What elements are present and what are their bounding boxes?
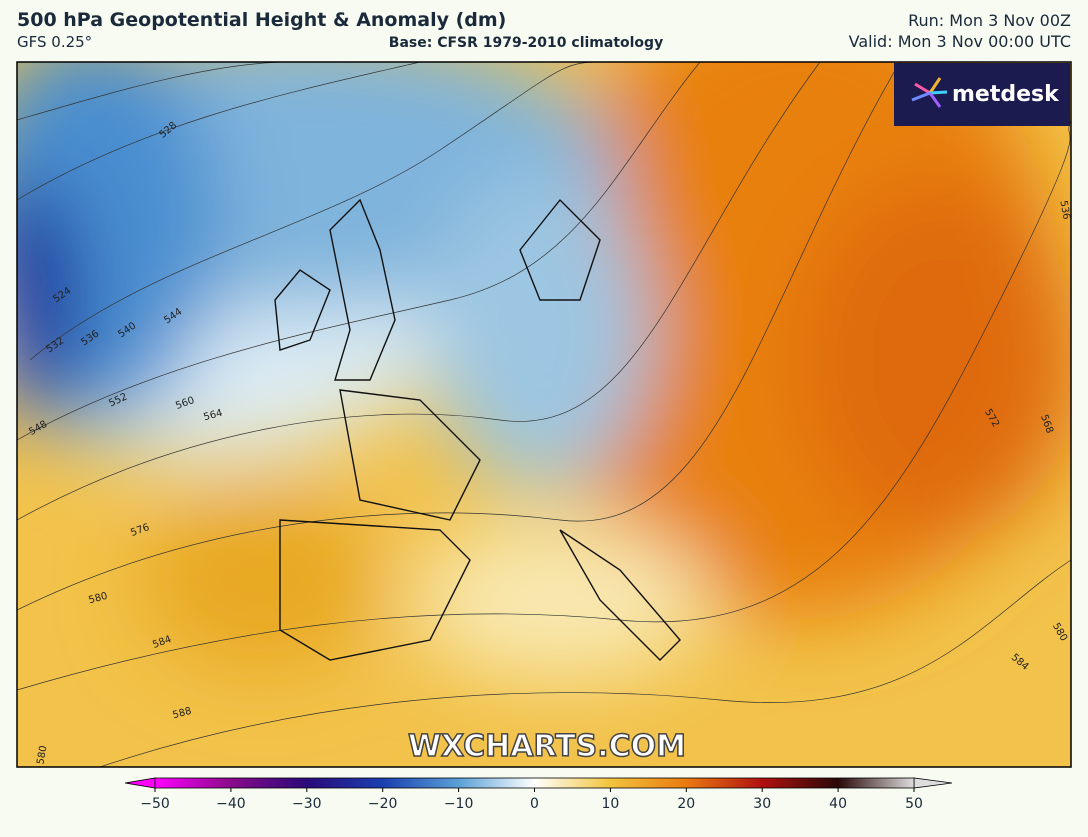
contours: [17, 62, 1071, 767]
title: 500 hPa Geopotential Height & Anomaly (d…: [17, 9, 506, 31]
contour-label: 536: [1057, 200, 1071, 221]
valid: Valid: Mon 3 Nov 00:00 UTC: [849, 32, 1071, 51]
base: Base: CFSR 1979-2010 climatology: [389, 35, 663, 51]
model: GFS 0.25°: [17, 33, 92, 51]
map-frame: [16, 61, 1072, 768]
run: Run: Mon 3 Nov 00Z: [908, 11, 1071, 30]
contour-label: 588: [171, 706, 192, 722]
contour-label: 580: [87, 591, 108, 607]
colorbar-tick-label: 20: [677, 796, 695, 812]
contour-label: 564: [202, 408, 223, 424]
colorbar-tick-label: 40: [829, 796, 847, 812]
colorbar-tick-label: 0: [530, 796, 539, 812]
colorbar-tick-label: −50: [140, 796, 170, 812]
colorbar-tick-label: −30: [292, 796, 322, 812]
coastlines: [274, 198, 681, 661]
colorbar-tick-label: 30: [753, 796, 771, 812]
colorbar-tick-label: −10: [444, 796, 474, 812]
logo: metdesk: [952, 82, 1060, 107]
colorbar-tick-label: −20: [368, 796, 398, 812]
colorbar: −50 −40 −30 −20 −10 0 10 20 30 40 50: [124, 777, 953, 812]
colorbar-tick-label: 10: [601, 796, 619, 812]
contour-label: 580: [35, 745, 49, 766]
logo-icon: [911, 77, 948, 108]
watermark: WXCHARTS.COM: [408, 729, 686, 764]
colorbar-tick-label: −40: [216, 796, 246, 812]
colorbar-tick-label: 50: [905, 796, 923, 812]
